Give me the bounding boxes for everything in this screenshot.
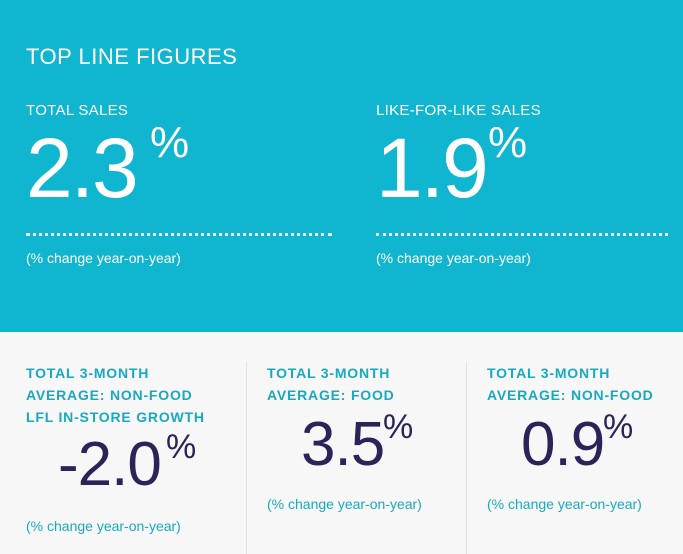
percent-sign: % <box>383 408 414 446</box>
food-average: TOTAL 3-MONTH AVERAGE: FOOD 3.5% (% chan… <box>267 362 457 512</box>
average-note: (% change year-on-year) <box>267 496 422 512</box>
dotted-divider <box>376 233 668 236</box>
three-month-averages: TOTAL 3-MONTH AVERAGE: NON-FOOD LFL IN-S… <box>0 332 683 554</box>
label-line: TOTAL 3-MONTH <box>267 365 391 381</box>
average-note: (% change year-on-year) <box>487 496 642 512</box>
average-value: 0.9% <box>521 410 677 476</box>
metric-number: 2.3 <box>26 121 139 215</box>
label-line: AVERAGE: NON-FOOD <box>26 387 193 403</box>
average-value: 3.5% <box>301 410 457 476</box>
top-line-banner: TOP LINE FIGURES TOTAL SALES 2.3% (% cha… <box>0 0 683 332</box>
like-for-like-sales-metric: LIKE-FOR-LIKE SALES 1.9% (% change year-… <box>376 102 668 266</box>
average-label: TOTAL 3-MONTH AVERAGE: FOOD <box>267 362 457 406</box>
average-note: (% change year-on-year) <box>26 518 181 534</box>
metric-value: 2.3% <box>26 121 332 211</box>
label-line: AVERAGE: FOOD <box>267 387 395 403</box>
metric-number: 1.9 <box>376 121 489 215</box>
average-label: TOTAL 3-MONTH AVERAGE: NON-FOOD <box>487 362 677 406</box>
average-number: 3.5 <box>301 410 385 479</box>
metric-label: LIKE-FOR-LIKE SALES <box>376 102 541 119</box>
average-label: TOTAL 3-MONTH AVERAGE: NON-FOOD LFL IN-S… <box>26 362 236 428</box>
label-line: TOTAL 3-MONTH <box>26 365 150 381</box>
metric-value: 1.9% <box>376 121 668 211</box>
percent-sign: % <box>488 118 528 167</box>
percent-sign: % <box>603 408 634 446</box>
metric-note: (% change year-on-year) <box>26 250 181 266</box>
non-food-lfl-average: TOTAL 3-MONTH AVERAGE: NON-FOOD LFL IN-S… <box>26 362 236 534</box>
column-divider <box>466 362 467 554</box>
dotted-divider <box>26 233 332 236</box>
non-food-average: TOTAL 3-MONTH AVERAGE: NON-FOOD 0.9% (% … <box>487 362 677 512</box>
label-line: LFL IN-STORE GROWTH <box>26 409 205 425</box>
percent-sign: % <box>150 118 190 167</box>
average-number: 0.9 <box>521 410 605 479</box>
section-title: TOP LINE FIGURES <box>26 44 238 69</box>
label-line: TOTAL 3-MONTH <box>487 365 611 381</box>
metric-note: (% change year-on-year) <box>376 250 531 266</box>
average-value: -2.0% <box>58 430 236 496</box>
metric-label: TOTAL SALES <box>26 102 129 119</box>
average-number: -2.0 <box>58 430 162 499</box>
column-divider <box>246 362 247 554</box>
label-line: AVERAGE: NON-FOOD <box>487 387 654 403</box>
percent-sign: % <box>166 428 197 466</box>
total-sales-metric: TOTAL SALES 2.3% (% change year-on-year) <box>26 102 332 266</box>
